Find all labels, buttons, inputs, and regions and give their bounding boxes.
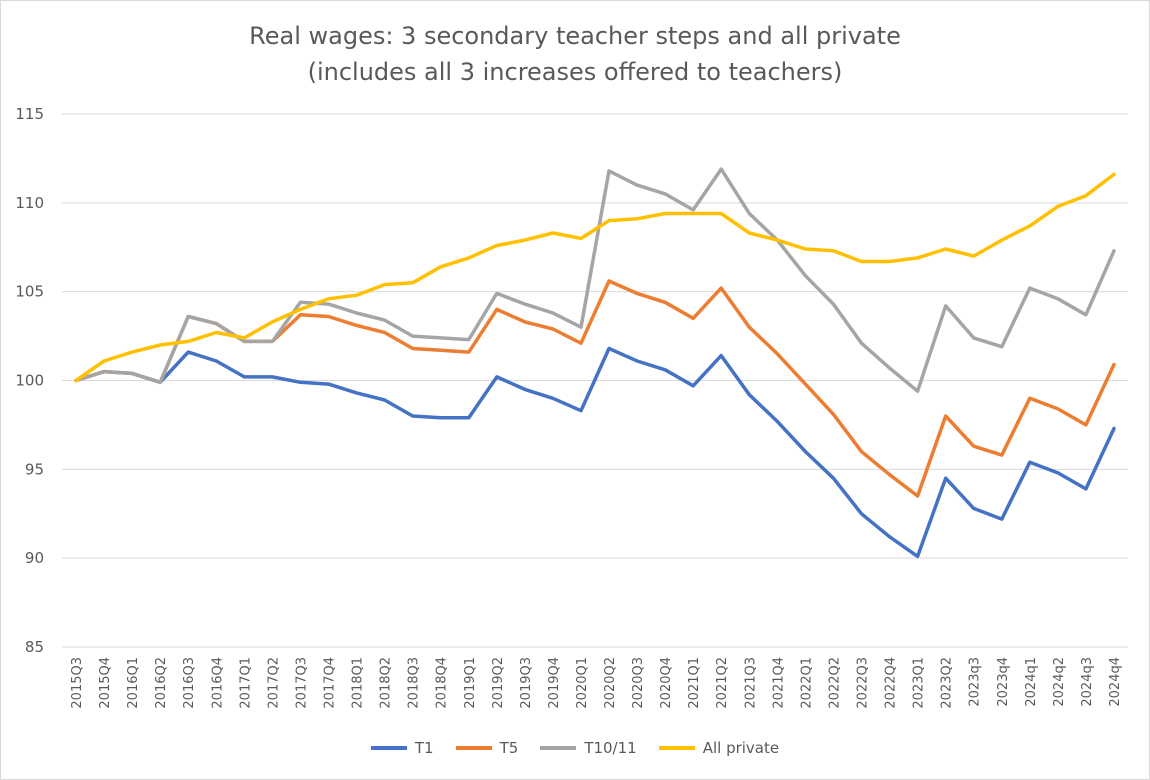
- legend-swatch: [540, 746, 577, 750]
- x-tick-label: 2015Q3: [70, 657, 85, 709]
- x-tick-label: 2020Q2: [603, 657, 618, 709]
- legend-swatch: [455, 746, 492, 750]
- x-tick-label: 2017Q2: [266, 657, 281, 709]
- x-tick-label: 2021Q4: [771, 657, 786, 709]
- x-tick-label: 2023Q2: [940, 657, 955, 709]
- legend-item: T5: [455, 739, 519, 757]
- y-tick-label: 100: [15, 372, 44, 390]
- x-tick-label: 2024q2: [1052, 657, 1067, 707]
- legend: T1 T5 T10/11 All private: [0, 739, 1150, 757]
- x-tick-label: 2020Q1: [575, 657, 590, 709]
- x-tick-label: 2017Q4: [323, 657, 338, 709]
- series-line-t5: [74, 279, 1116, 498]
- x-tick-label: 2017Q1: [238, 657, 253, 709]
- legend-item: T1: [370, 739, 434, 757]
- y-axis: 85 90 95 100 105 110 115: [15, 105, 44, 656]
- x-tick-label: 2022Q1: [799, 657, 814, 709]
- x-tick-label: 2016Q1: [126, 657, 141, 709]
- legend-label: T5: [499, 739, 519, 757]
- x-tick-label: 2022Q2: [827, 657, 842, 709]
- x-tick-label: 2016Q4: [210, 657, 225, 709]
- x-tick-label: 2024q4: [1108, 657, 1123, 707]
- x-tick-label: 2022Q3: [856, 657, 871, 709]
- x-tick-label: 2020Q4: [659, 657, 674, 709]
- y-tick-label: 110: [15, 194, 44, 212]
- x-axis: 2015Q3 2015Q4 2016Q1 2016Q2 2016Q3 2016Q4 2017…: [70, 657, 1123, 709]
- legend-label: T10/11: [584, 739, 637, 757]
- x-tick-label: 2023q4: [996, 657, 1011, 707]
- series-line-t10-11: [74, 167, 1116, 393]
- chart-title: Real wages: 3 secondary teacher steps an…: [249, 22, 901, 50]
- legend-swatch: [658, 746, 695, 750]
- legend-label: All private: [702, 739, 780, 757]
- x-tick-label: 2023Q1: [912, 657, 927, 709]
- y-tick-label: 115: [15, 105, 44, 123]
- x-tick-label: 2018Q1: [351, 657, 366, 709]
- legend-item: T10/11: [540, 739, 637, 757]
- legend-swatch: [370, 746, 407, 750]
- x-tick-label: 2023q3: [968, 657, 983, 707]
- series-line-all-private: [74, 172, 1116, 383]
- x-tick-label: 2021Q2: [715, 657, 730, 709]
- y-tick-label: 105: [15, 283, 44, 301]
- x-tick-label: 2018Q3: [407, 657, 422, 709]
- x-tick-label: 2016Q3: [182, 657, 197, 709]
- series-lines: [74, 167, 1116, 559]
- x-tick-label: 2018Q4: [435, 657, 450, 709]
- y-tick-label: 85: [25, 638, 44, 656]
- chart-subtitle: (includes all 3 increases offered to tea…: [307, 58, 843, 86]
- x-tick-label: 2016Q2: [154, 657, 169, 709]
- x-tick-label: 2020Q3: [631, 657, 646, 709]
- legend-item: All private: [658, 739, 780, 757]
- legend-label: T1: [414, 739, 434, 757]
- y-tick-label: 90: [25, 549, 44, 567]
- x-tick-label: 2017Q3: [294, 657, 309, 709]
- y-tick-label: 95: [25, 460, 44, 478]
- x-tick-label: 2021Q1: [687, 657, 702, 709]
- x-tick-label: 2019Q3: [519, 657, 534, 709]
- x-tick-label: 2022Q4: [884, 657, 899, 709]
- x-tick-label: 2024q3: [1080, 657, 1095, 707]
- x-tick-label: 2024q1: [1024, 657, 1039, 707]
- x-tick-label: 2019Q1: [463, 657, 478, 709]
- x-tick-label: 2015Q4: [98, 657, 113, 709]
- x-tick-label: 2021Q3: [743, 657, 758, 709]
- x-tick-label: 2018Q2: [379, 657, 394, 709]
- x-tick-label: 2019Q2: [491, 657, 506, 709]
- x-tick-label: 2019Q4: [547, 657, 562, 709]
- series-line-t1: [74, 346, 1116, 559]
